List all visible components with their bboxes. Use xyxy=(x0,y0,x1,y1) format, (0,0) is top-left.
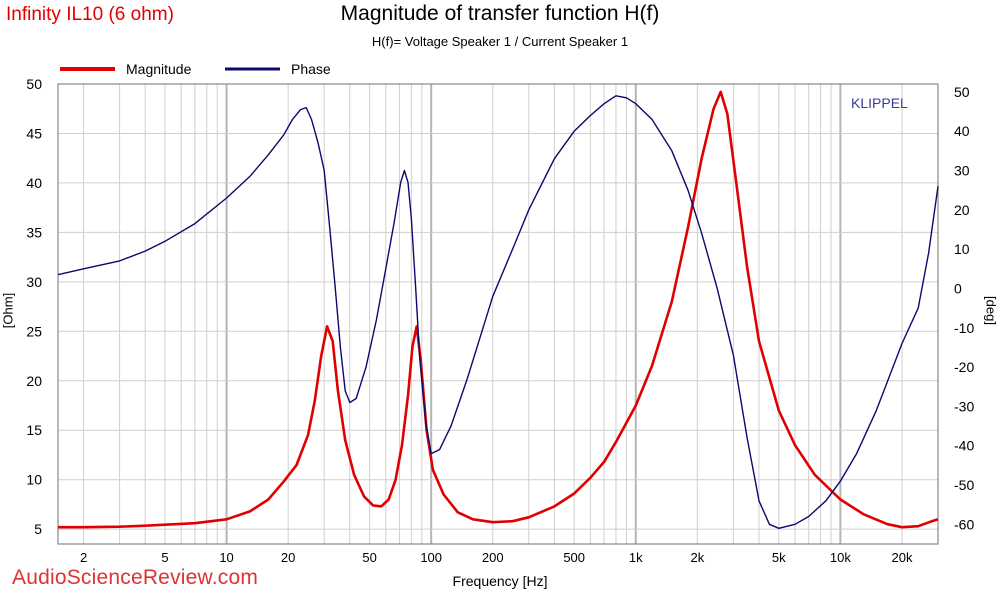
y-left-tick-label: 40 xyxy=(26,175,42,191)
series-line-phase xyxy=(57,95,939,529)
x-tick-label: 100 xyxy=(420,550,442,565)
x-tick-label: 20 xyxy=(281,550,295,565)
y-left-tick-label: 15 xyxy=(26,422,42,438)
y-right-tick-label: -60 xyxy=(954,516,974,532)
x-tick-label: 10 xyxy=(219,550,233,565)
x-tick-label: 2k xyxy=(691,550,705,565)
y-left-tick-label: 25 xyxy=(26,323,42,339)
y-left-tick-label: 20 xyxy=(26,373,42,389)
x-tick-label: 20k xyxy=(891,550,912,565)
legend-label-magnitude: Magnitude xyxy=(126,61,192,77)
y-axis-left-label: [Ohm] xyxy=(0,292,16,329)
y-right-tick-label: -20 xyxy=(954,359,974,375)
y-left-tick-label: 5 xyxy=(34,521,42,537)
chart-title: Magnitude of transfer function H(f) xyxy=(340,2,660,25)
y-left-tick-label: 50 xyxy=(26,76,42,92)
klippel-logo: KLIPPEL xyxy=(851,95,908,111)
x-tick-label: 1k xyxy=(629,550,643,565)
y-right-tick-label: -30 xyxy=(954,398,974,414)
legend-label-phase: Phase xyxy=(291,61,331,77)
y-right-tick-label: 10 xyxy=(954,241,970,257)
y-right-tick-label: 20 xyxy=(954,202,970,218)
brand-title: Infinity IL10 (6 ohm) xyxy=(6,4,174,25)
x-tick-label: 5 xyxy=(161,550,168,565)
y-right-tick-label: -40 xyxy=(954,438,974,454)
y-left-tick-label: 10 xyxy=(26,472,42,488)
y-left-tick-label: 35 xyxy=(26,224,42,240)
y-right-tick-label: 40 xyxy=(954,123,970,139)
x-tick-label: 200 xyxy=(482,550,504,565)
y-right-tick-label: -10 xyxy=(954,320,974,336)
series-line-magnitude xyxy=(58,90,939,529)
plot-frame xyxy=(57,83,939,545)
x-tick-label: 10k xyxy=(830,550,851,565)
watermark: AudioScienceReview.com xyxy=(12,566,259,589)
x-tick-label: 2 xyxy=(80,550,87,565)
x-tick-label: 5k xyxy=(772,550,786,565)
y-left-tick-label: 30 xyxy=(26,274,42,290)
plot-area xyxy=(58,84,938,544)
x-tick-label: 50 xyxy=(362,550,376,565)
y-right-tick-label: 50 xyxy=(954,84,970,100)
y-right-tick-label: -50 xyxy=(954,477,974,493)
x-tick-label: 500 xyxy=(563,550,585,565)
y-axis-right-label: [deg] xyxy=(983,296,999,325)
y-left-tick-label: 45 xyxy=(26,125,42,141)
y-right-tick-label: 30 xyxy=(954,162,970,178)
y-right-tick-label: 0 xyxy=(954,280,962,296)
x-axis-label: Frequency [Hz] xyxy=(452,573,548,589)
chart-subtitle: H(f)= Voltage Speaker 1 / Current Speake… xyxy=(371,34,629,49)
